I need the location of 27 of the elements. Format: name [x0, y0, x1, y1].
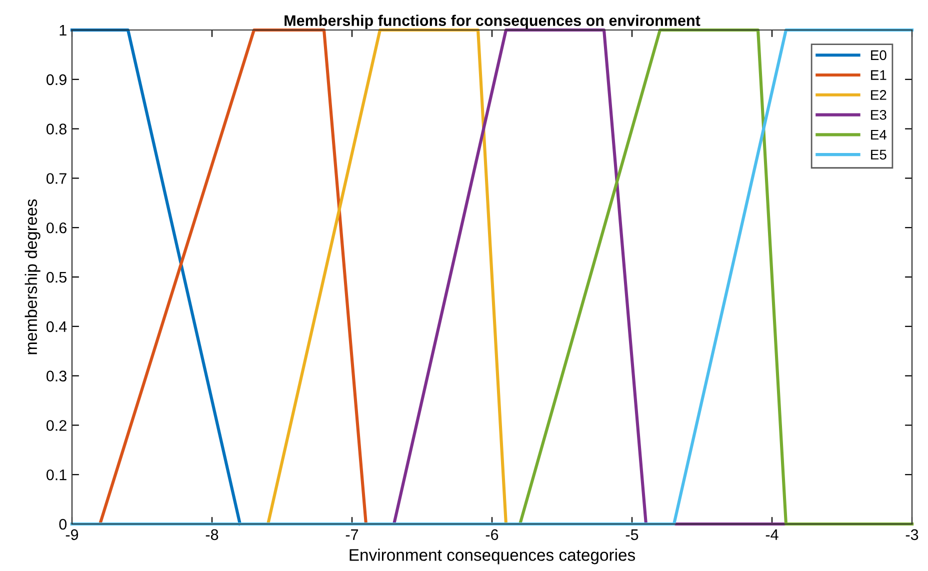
chart-title: Membership functions for consequences on environment: [284, 14, 700, 30]
legend-label: E3: [871, 110, 886, 120]
x-tick-label: -5: [626, 529, 638, 540]
y-tick-label: 0.2: [46, 420, 66, 431]
y-tick-label: 0.8: [46, 124, 66, 134]
y-tick-label: 1: [60, 25, 66, 36]
x-tick-label: -6: [486, 529, 498, 540]
x-tick-label: -9: [66, 529, 78, 540]
y-tick-label: 0.7: [46, 173, 66, 184]
x-tick-label: -4: [766, 529, 778, 540]
y-tick-label: 0.9: [46, 74, 66, 86]
legend-label: E2: [871, 90, 886, 100]
y-tick-label: 0.4: [46, 321, 67, 332]
x-tick-label: -3: [906, 529, 918, 540]
y-tick-label: 0.6: [46, 222, 66, 234]
legend-label: E1: [871, 70, 886, 80]
legend-label: E4: [871, 130, 886, 140]
y-tick-label: 0.3: [46, 370, 66, 382]
y-tick-label: 0.1: [46, 469, 66, 480]
y-tick-label: 0: [59, 518, 67, 530]
legend-label: E5: [871, 150, 886, 160]
legend-label: E0: [871, 50, 886, 60]
x-tick-label: -8: [206, 529, 218, 540]
x-axis-title: Environment consequences categories: [350, 548, 636, 564]
x-tick-label: -7: [346, 529, 358, 540]
y-axis-title: membership degrees: [24, 199, 40, 354]
y-tick-label: 0.5: [46, 272, 66, 283]
